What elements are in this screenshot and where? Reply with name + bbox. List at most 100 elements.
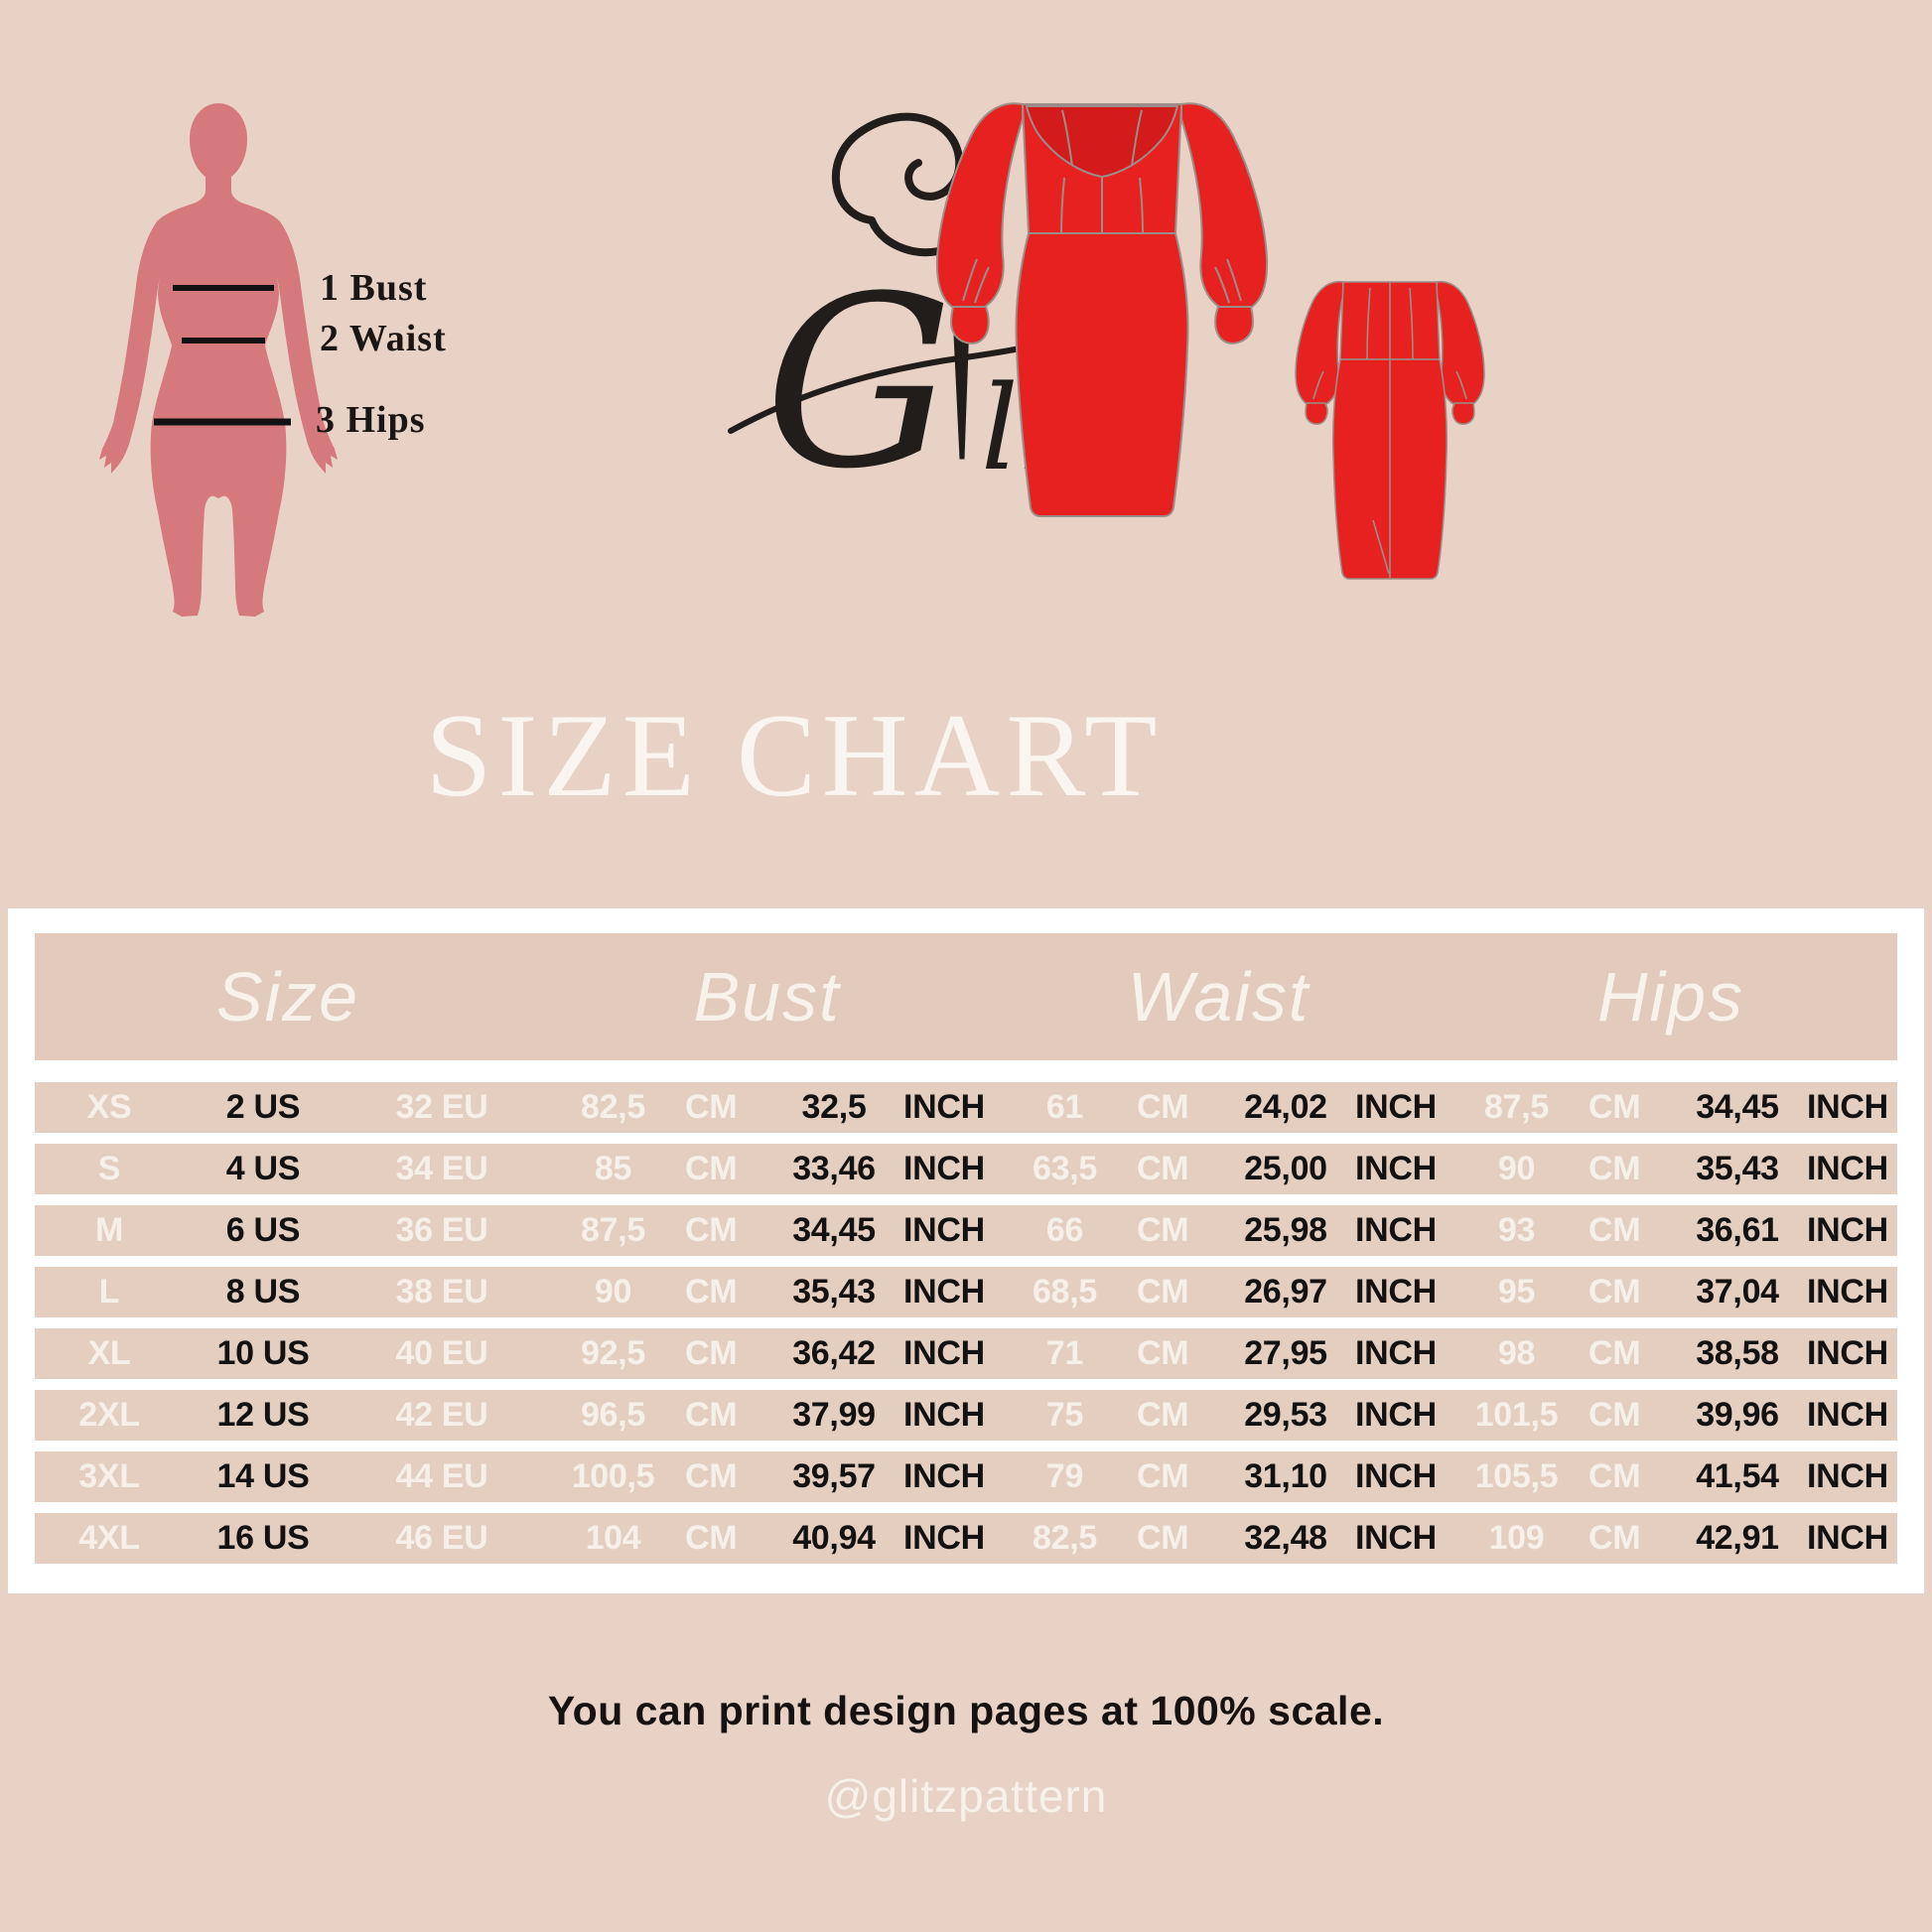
body-measurement-figure: [94, 94, 343, 621]
eu-size: 46 EU: [395, 1519, 488, 1557]
eu-size: 36 EU: [395, 1211, 488, 1249]
bust-inch-value: 33,46: [792, 1150, 876, 1187]
bust-cm-unit: CM: [685, 1150, 738, 1187]
us-size: 10 US: [216, 1334, 310, 1372]
hips-inch-value: 39,96: [1696, 1396, 1779, 1434]
hips-cm-unit: CM: [1588, 1088, 1641, 1126]
waist-inch-unit: INCH: [1355, 1396, 1437, 1434]
table-row: L 8 US 38 EU 90 CM 35,43 INCH 68,5 CM 26…: [35, 1267, 1897, 1317]
waist-inch-unit: INCH: [1355, 1519, 1437, 1557]
hips-inch-value: 41,54: [1696, 1457, 1779, 1495]
hips-cm-unit: CM: [1588, 1519, 1641, 1557]
waist-inch-value: 25,98: [1244, 1211, 1327, 1249]
page-title: SIZE CHART: [425, 689, 1164, 821]
bust-cm-unit: CM: [685, 1396, 738, 1434]
waist-cm-unit: CM: [1137, 1150, 1189, 1187]
hips-inch-value: 37,04: [1696, 1273, 1779, 1311]
hips-cm-value: 95: [1497, 1273, 1536, 1311]
bust-inch-unit: INCH: [903, 1273, 985, 1311]
size-chart-table: Size Bust Waist Hips XS 2 US 32 EU 82,5 …: [8, 908, 1924, 1593]
bust-cm-unit: CM: [685, 1211, 738, 1249]
hips-inch-unit: INCH: [1807, 1273, 1888, 1311]
waist-inch-value: 24,02: [1244, 1088, 1327, 1126]
bust-cm-value: 100,5: [571, 1457, 655, 1495]
waist-inch-value: 31,10: [1244, 1457, 1327, 1495]
hips-inch-unit: INCH: [1807, 1519, 1888, 1557]
waist-cm-value: 79: [1045, 1457, 1084, 1495]
waist-inch-unit: INCH: [1355, 1150, 1437, 1187]
waist-inch-value: 29,53: [1244, 1396, 1327, 1434]
hips-cm-value: 93: [1497, 1211, 1536, 1249]
eu-size: 38 EU: [395, 1273, 488, 1311]
hips-inch-unit: INCH: [1807, 1334, 1888, 1372]
bust-cm-unit: CM: [685, 1457, 738, 1495]
bust-cm-value: 96,5: [581, 1396, 645, 1434]
waist-cm-value: 63,5: [1033, 1150, 1097, 1187]
hips-cm-unit: CM: [1588, 1457, 1641, 1495]
us-size: 14 US: [216, 1457, 310, 1495]
column-header-hips: Hips: [1596, 958, 1745, 1035]
bust-inch-value: 34,45: [792, 1211, 876, 1249]
bust-inch-unit: INCH: [903, 1088, 985, 1126]
hips-inch-unit: INCH: [1807, 1150, 1888, 1187]
bust-cm-value: 87,5: [581, 1211, 645, 1249]
waist-inch-unit: INCH: [1355, 1273, 1437, 1311]
waist-cm-unit: CM: [1137, 1273, 1189, 1311]
waist-cm-value: 71: [1045, 1334, 1084, 1372]
us-size: 4 US: [225, 1150, 301, 1187]
waist-cm-unit: CM: [1137, 1519, 1189, 1557]
waist-cm-value: 61: [1045, 1088, 1084, 1126]
bust-inch-value: 35,43: [792, 1273, 876, 1311]
table-row: 3XL 14 US 44 EU 100,5 CM 39,57 INCH 79 C…: [35, 1451, 1897, 1502]
size-table-rows: XS 2 US 32 EU 82,5 CM 32,5 INCH 61 CM 24…: [35, 1082, 1897, 1564]
hips-cm-unit: CM: [1588, 1211, 1641, 1249]
bust-annotation: 1 Bust: [320, 267, 428, 309]
instagram-handle: @glitzpattern: [824, 1770, 1108, 1822]
print-note: You can print design pages at 100% scale…: [547, 1688, 1385, 1733]
bust-inch-value: 39,57: [792, 1457, 876, 1495]
hips-cm-value: 90: [1497, 1150, 1536, 1187]
waist-inch-unit: INCH: [1355, 1457, 1437, 1495]
female-silhouette-icon: [99, 103, 338, 617]
bust-cm-unit: CM: [685, 1334, 738, 1372]
hips-cm-unit: CM: [1588, 1396, 1641, 1434]
bust-cm-value: 104: [585, 1519, 641, 1557]
size-label: 2XL: [78, 1396, 140, 1434]
glitz-logo: G litz: [635, 69, 1166, 536]
hips-cm-value: 105,5: [1474, 1457, 1559, 1495]
hips-cm-value: 98: [1497, 1334, 1536, 1372]
bust-inch-unit: INCH: [903, 1519, 985, 1557]
us-size: 16 US: [216, 1519, 310, 1557]
eu-size: 40 EU: [395, 1334, 488, 1372]
table-row: S 4 US 34 EU 85 CM 33,46 INCH 63,5 CM 25…: [35, 1144, 1897, 1194]
hips-cm-unit: CM: [1588, 1334, 1641, 1372]
waist-cm-unit: CM: [1137, 1334, 1189, 1372]
waist-cm-unit: CM: [1137, 1396, 1189, 1434]
column-header-size: Size: [215, 958, 360, 1035]
waist-inch-unit: INCH: [1355, 1334, 1437, 1372]
bust-inch-unit: INCH: [903, 1457, 985, 1495]
hips-inch-unit: INCH: [1807, 1396, 1888, 1434]
size-label: L: [98, 1273, 120, 1311]
hips-inch-unit: INCH: [1807, 1088, 1888, 1126]
hips-inch-value: 42,91: [1696, 1519, 1779, 1557]
bust-inch-unit: INCH: [903, 1211, 985, 1249]
size-label: M: [94, 1211, 124, 1249]
table-row: 4XL 16 US 46 EU 104 CM 40,94 INCH 82,5 C…: [35, 1513, 1897, 1564]
hips-inch-unit: INCH: [1807, 1211, 1888, 1249]
us-size: 2 US: [225, 1088, 301, 1126]
us-size: 12 US: [216, 1396, 310, 1434]
table-header-row: Size Bust Waist Hips: [35, 933, 1897, 1060]
waist-cm-value: 75: [1045, 1396, 1084, 1434]
eu-size: 32 EU: [395, 1088, 488, 1126]
waist-inch-unit: INCH: [1355, 1088, 1437, 1126]
hips-inch-unit: INCH: [1807, 1457, 1888, 1495]
dress-back-illustration: [1286, 260, 1494, 588]
us-size: 8 US: [225, 1273, 301, 1311]
waist-cm-value: 68,5: [1033, 1273, 1097, 1311]
us-size: 6 US: [225, 1211, 301, 1249]
table-row: XS 2 US 32 EU 82,5 CM 32,5 INCH 61 CM 24…: [35, 1082, 1897, 1133]
bust-cm-value: 85: [594, 1150, 632, 1187]
waist-cm-value: 66: [1045, 1211, 1084, 1249]
table-row: XL 10 US 40 EU 92,5 CM 36,42 INCH 71 CM …: [35, 1328, 1897, 1379]
